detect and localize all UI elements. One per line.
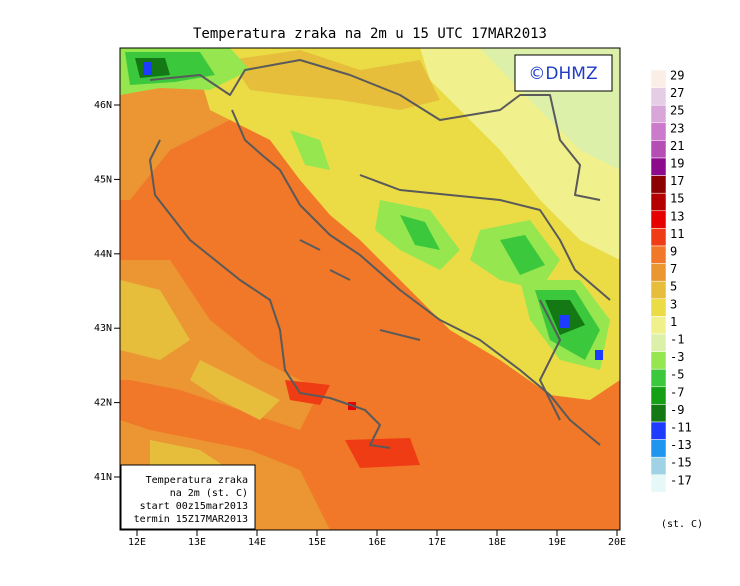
legend-label: -1 (670, 333, 684, 347)
info-line: na 2m (st. C) (170, 488, 248, 499)
legend-swatch (650, 263, 667, 282)
lat-label: 44N (94, 249, 112, 260)
legend-label: -13 (670, 438, 692, 452)
lat-label: 43N (94, 323, 112, 334)
legend-swatch (650, 104, 667, 124)
lon-label: 13E (188, 537, 206, 548)
logo-box (514, 54, 613, 92)
legend-swatch (650, 368, 667, 388)
legend-swatch (650, 351, 667, 370)
info-line: start 00z15mar2013 (140, 501, 248, 512)
legend-swatch (650, 210, 667, 229)
legend-label: 19 (670, 157, 684, 171)
lat-axis: 46N 45N 44N 43N 42N 41N (94, 100, 120, 483)
lon-label: 19E (548, 537, 566, 548)
logo: ©DHMZ (528, 64, 597, 84)
lon-axis: 12E 13E 14E 15E 16E 17E 18E 19E 20E (128, 530, 626, 548)
legend-label: 29 (670, 69, 684, 83)
legend-swatch (650, 87, 667, 106)
lat-label: 41N (94, 472, 112, 483)
legend-swatch (650, 140, 667, 159)
lat-label: 42N (94, 398, 112, 409)
map-frame (119, 47, 621, 531)
legend-label: -7 (670, 385, 684, 399)
legend-label: 17 (670, 174, 684, 188)
legend-swatch (650, 456, 667, 476)
legend-swatch (650, 439, 667, 458)
legend-label: -17 (670, 473, 692, 487)
lat-label: 46N (94, 100, 112, 111)
lon-label: 16E (368, 537, 386, 548)
legend-swatch (650, 245, 667, 264)
lon-label: 14E (248, 537, 266, 548)
legend-label: -9 (670, 403, 684, 417)
legend-label: 1 (670, 315, 677, 329)
legend-label: -3 (670, 350, 684, 364)
lon-label: 18E (488, 537, 506, 548)
legend-swatch (650, 474, 667, 493)
legend-label: 27 (670, 86, 684, 100)
info-line: Temperatura zraka (146, 475, 248, 486)
legend-unit: (st. C) (661, 519, 703, 530)
legend-label: 11 (670, 227, 684, 241)
legend-swatch (650, 69, 667, 88)
info-line: termin 15Z17MAR2013 (134, 514, 248, 525)
lon-label: 15E (308, 537, 326, 548)
legend-label: 23 (670, 121, 684, 135)
field (120, 48, 620, 530)
legend-label: 5 (670, 280, 677, 294)
lat-label: 45N (94, 174, 112, 185)
legend-label: 15 (670, 192, 684, 206)
legend-label: -11 (670, 421, 692, 435)
legend-swatch (650, 122, 667, 141)
legend-label: 21 (670, 139, 684, 153)
legend-swatch (650, 333, 667, 352)
legend-label: -5 (670, 368, 684, 382)
legend-label: 9 (670, 245, 677, 259)
legend: 29 27 25 23 21 19 17 15 13 11 9 7 5 3 1 -1 -3 -5 -7 -9 -11 -1… (650, 69, 703, 530)
legend-label: 13 (670, 209, 684, 223)
legend-label: 3 (670, 297, 677, 311)
legend-swatch (650, 192, 667, 212)
info-text: Temperatura zraka na 2m (st. C) start 00z1… (134, 475, 248, 525)
legend-swatch (650, 298, 667, 317)
legend-swatch (650, 157, 667, 176)
lon-label: 20E (608, 537, 626, 548)
info-box (120, 464, 256, 530)
lon-label: 17E (428, 537, 446, 548)
legend-label: -15 (670, 456, 692, 470)
legend-swatch (650, 228, 667, 247)
legend-swatch (650, 175, 667, 194)
legend-swatch (650, 386, 667, 405)
legend-label: 25 (670, 104, 684, 118)
legend-label: 7 (670, 262, 677, 276)
legend-swatch (650, 421, 667, 440)
legend-swatch (650, 280, 667, 300)
legend-swatch (650, 404, 667, 423)
title: Temperatura zraka na 2m u 15 UTC 17MAR20… (193, 26, 547, 42)
legend-swatch (650, 316, 667, 335)
lon-label: 12E (128, 537, 146, 548)
